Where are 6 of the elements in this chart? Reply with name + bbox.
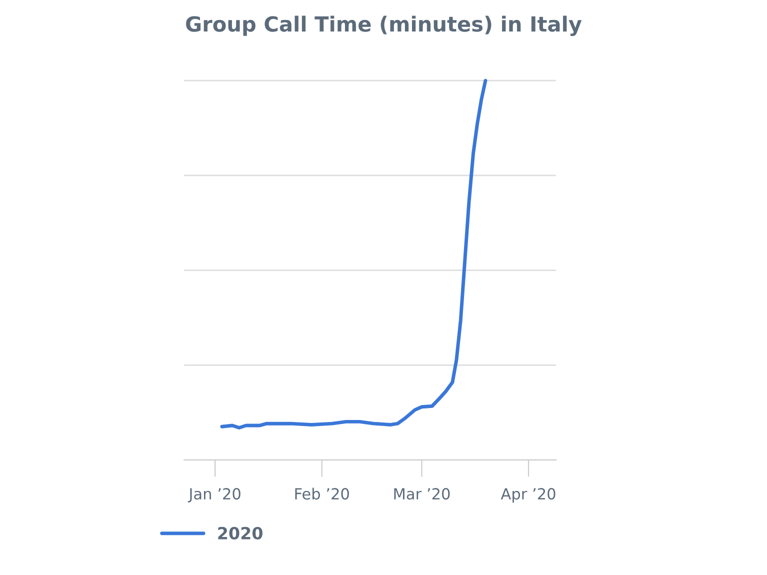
x-tick-label: Feb ’20 [295, 488, 349, 500]
legend-label: 2020 [218, 526, 262, 540]
x-tick-label: Mar ’20 [394, 488, 450, 500]
x-tick-label: Apr ’20 [500, 488, 556, 503]
chart-title: Group Call Time (minutes) in Italy [186, 16, 582, 36]
x-tick-label: Jan ’20 [188, 488, 240, 502]
